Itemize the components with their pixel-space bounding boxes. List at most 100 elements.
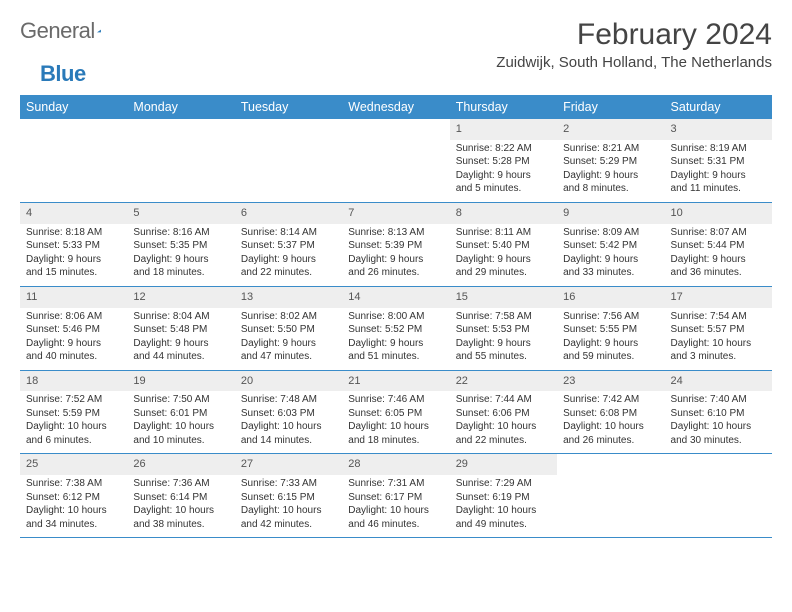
daylight-line1: Daylight: 10 hours <box>456 420 551 434</box>
day-cell: 2Sunrise: 8:21 AMSunset: 5:29 PMDaylight… <box>557 119 664 202</box>
day-number: 22 <box>450 371 557 392</box>
day-content: Sunrise: 8:19 AMSunset: 5:31 PMDaylight:… <box>665 140 772 202</box>
day-cell: 3Sunrise: 8:19 AMSunset: 5:31 PMDaylight… <box>665 119 772 202</box>
daylight-line1: Daylight: 9 hours <box>241 337 336 351</box>
daylight-line2: and 8 minutes. <box>563 182 658 196</box>
day-content: Sunrise: 8:04 AMSunset: 5:48 PMDaylight:… <box>127 308 234 370</box>
day-cell <box>127 119 234 202</box>
sunset: Sunset: 5:33 PM <box>26 239 121 253</box>
day-content: Sunrise: 8:21 AMSunset: 5:29 PMDaylight:… <box>557 140 664 202</box>
daylight-line2: and 6 minutes. <box>26 434 121 448</box>
week-row: 25Sunrise: 7:38 AMSunset: 6:12 PMDayligh… <box>20 454 772 538</box>
week-row: 11Sunrise: 8:06 AMSunset: 5:46 PMDayligh… <box>20 287 772 371</box>
sunrise: Sunrise: 7:58 AM <box>456 310 551 324</box>
day-content: Sunrise: 8:02 AMSunset: 5:50 PMDaylight:… <box>235 308 342 370</box>
daylight-line1: Daylight: 10 hours <box>671 420 766 434</box>
day-cell: 15Sunrise: 7:58 AMSunset: 5:53 PMDayligh… <box>450 287 557 370</box>
day-content: Sunrise: 7:52 AMSunset: 5:59 PMDaylight:… <box>20 391 127 453</box>
sunset: Sunset: 5:59 PM <box>26 407 121 421</box>
day-cell: 12Sunrise: 8:04 AMSunset: 5:48 PMDayligh… <box>127 287 234 370</box>
day-number: 27 <box>235 454 342 475</box>
day-content: Sunrise: 8:07 AMSunset: 5:44 PMDaylight:… <box>665 224 772 286</box>
day-content: Sunrise: 8:14 AMSunset: 5:37 PMDaylight:… <box>235 224 342 286</box>
day-number: 7 <box>342 203 449 224</box>
sunrise: Sunrise: 7:46 AM <box>348 393 443 407</box>
daylight-line2: and 10 minutes. <box>133 434 228 448</box>
daylight-line1: Daylight: 9 hours <box>563 169 658 183</box>
day-content: Sunrise: 7:54 AMSunset: 5:57 PMDaylight:… <box>665 308 772 370</box>
sunrise: Sunrise: 8:21 AM <box>563 142 658 156</box>
daylight-line1: Daylight: 10 hours <box>348 420 443 434</box>
sunrise: Sunrise: 7:33 AM <box>241 477 336 491</box>
day-number: 10 <box>665 203 772 224</box>
sunrise: Sunrise: 7:40 AM <box>671 393 766 407</box>
day-content: Sunrise: 7:36 AMSunset: 6:14 PMDaylight:… <box>127 475 234 537</box>
day-content: Sunrise: 7:33 AMSunset: 6:15 PMDaylight:… <box>235 475 342 537</box>
daylight-line2: and 14 minutes. <box>241 434 336 448</box>
day-cell: 25Sunrise: 7:38 AMSunset: 6:12 PMDayligh… <box>20 454 127 537</box>
day-cell: 24Sunrise: 7:40 AMSunset: 6:10 PMDayligh… <box>665 371 772 454</box>
day-cell: 20Sunrise: 7:48 AMSunset: 6:03 PMDayligh… <box>235 371 342 454</box>
sunset: Sunset: 5:39 PM <box>348 239 443 253</box>
day-content: Sunrise: 7:38 AMSunset: 6:12 PMDaylight:… <box>20 475 127 537</box>
daylight-line1: Daylight: 9 hours <box>133 337 228 351</box>
day-number: 8 <box>450 203 557 224</box>
daylight-line2: and 5 minutes. <box>456 182 551 196</box>
day-content: Sunrise: 8:22 AMSunset: 5:28 PMDaylight:… <box>450 140 557 202</box>
day-content: Sunrise: 7:48 AMSunset: 6:03 PMDaylight:… <box>235 391 342 453</box>
day-number: 17 <box>665 287 772 308</box>
sunrise: Sunrise: 7:56 AM <box>563 310 658 324</box>
daylight-line2: and 18 minutes. <box>133 266 228 280</box>
day-number: 29 <box>450 454 557 475</box>
weekday-wednesday: Wednesday <box>342 95 449 119</box>
daylight-line1: Daylight: 10 hours <box>563 420 658 434</box>
day-cell: 27Sunrise: 7:33 AMSunset: 6:15 PMDayligh… <box>235 454 342 537</box>
daylight-line1: Daylight: 9 hours <box>671 169 766 183</box>
sunset: Sunset: 5:35 PM <box>133 239 228 253</box>
day-cell: 19Sunrise: 7:50 AMSunset: 6:01 PMDayligh… <box>127 371 234 454</box>
daylight-line1: Daylight: 9 hours <box>26 253 121 267</box>
sunset: Sunset: 5:52 PM <box>348 323 443 337</box>
sunrise: Sunrise: 7:50 AM <box>133 393 228 407</box>
day-number: 19 <box>127 371 234 392</box>
sunset: Sunset: 5:53 PM <box>456 323 551 337</box>
sunrise: Sunrise: 7:48 AM <box>241 393 336 407</box>
daylight-line1: Daylight: 10 hours <box>26 420 121 434</box>
daylight-line2: and 22 minutes. <box>456 434 551 448</box>
sunrise: Sunrise: 8:19 AM <box>671 142 766 156</box>
weekday-sunday: Sunday <box>20 95 127 119</box>
daylight-line2: and 51 minutes. <box>348 350 443 364</box>
day-content: Sunrise: 8:09 AMSunset: 5:42 PMDaylight:… <box>557 224 664 286</box>
day-cell: 11Sunrise: 8:06 AMSunset: 5:46 PMDayligh… <box>20 287 127 370</box>
daylight-line1: Daylight: 9 hours <box>456 337 551 351</box>
daylight-line2: and 15 minutes. <box>26 266 121 280</box>
daylight-line2: and 49 minutes. <box>456 518 551 532</box>
sunset: Sunset: 6:01 PM <box>133 407 228 421</box>
logo: General <box>20 18 121 44</box>
day-cell: 5Sunrise: 8:16 AMSunset: 5:35 PMDaylight… <box>127 203 234 286</box>
day-content: Sunrise: 7:46 AMSunset: 6:05 PMDaylight:… <box>342 391 449 453</box>
sunrise: Sunrise: 8:22 AM <box>456 142 551 156</box>
weekday-saturday: Saturday <box>665 95 772 119</box>
sunset: Sunset: 6:06 PM <box>456 407 551 421</box>
daylight-line2: and 47 minutes. <box>241 350 336 364</box>
calendar: Sunday Monday Tuesday Wednesday Thursday… <box>20 95 772 538</box>
daylight-line2: and 26 minutes. <box>563 434 658 448</box>
sunrise: Sunrise: 8:02 AM <box>241 310 336 324</box>
daylight-line1: Daylight: 9 hours <box>133 253 228 267</box>
day-content: Sunrise: 7:40 AMSunset: 6:10 PMDaylight:… <box>665 391 772 453</box>
sunset: Sunset: 5:42 PM <box>563 239 658 253</box>
weekday-friday: Friday <box>557 95 664 119</box>
sunrise: Sunrise: 7:42 AM <box>563 393 658 407</box>
sunset: Sunset: 5:44 PM <box>671 239 766 253</box>
logo-triangle-icon <box>97 23 101 39</box>
day-cell <box>20 119 127 202</box>
sunset: Sunset: 5:29 PM <box>563 155 658 169</box>
day-content <box>557 472 664 522</box>
sunset: Sunset: 6:12 PM <box>26 491 121 505</box>
day-content <box>235 137 342 187</box>
day-number: 3 <box>665 119 772 140</box>
sunrise: Sunrise: 8:13 AM <box>348 226 443 240</box>
daylight-line1: Daylight: 9 hours <box>241 253 336 267</box>
day-cell: 9Sunrise: 8:09 AMSunset: 5:42 PMDaylight… <box>557 203 664 286</box>
